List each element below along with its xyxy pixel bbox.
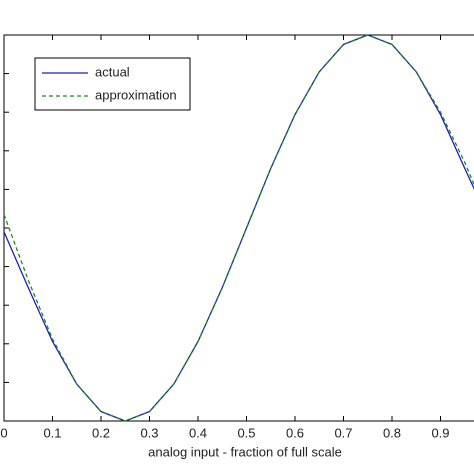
series-line	[3, 34, 474, 422]
x-tick-label: 0.6	[286, 425, 304, 440]
x-tick-label: 0.3	[140, 425, 158, 440]
x-tick-label: 0.8	[383, 425, 401, 440]
x-axis-label: analog input - fraction of full scale	[148, 444, 342, 459]
x-tick-label: 0.5	[237, 425, 255, 440]
x-tick-label: 0.2	[92, 425, 110, 440]
x-tick-label: 0.4	[189, 425, 207, 440]
x-tick-label: 0.9	[431, 425, 449, 440]
x-tick-label: 0	[0, 425, 7, 440]
legend-box	[34, 57, 191, 111]
legend-label: actual	[95, 64, 130, 79]
legend-label: approximation	[95, 87, 177, 102]
x-tick-label: 0.7	[334, 425, 352, 440]
x-tick-label: 0.1	[43, 425, 61, 440]
